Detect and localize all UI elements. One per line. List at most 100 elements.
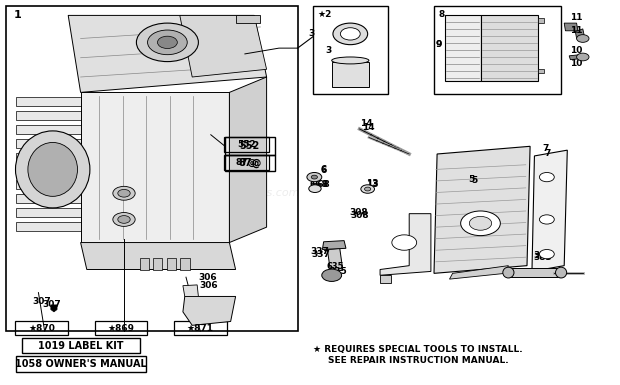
Circle shape (118, 216, 130, 223)
Text: 3: 3 (325, 45, 331, 55)
Polygon shape (16, 222, 90, 231)
Bar (22, 338, 140, 353)
Circle shape (333, 23, 368, 45)
Text: 337: 337 (310, 246, 329, 256)
Polygon shape (450, 266, 508, 279)
Text: 10: 10 (570, 59, 583, 68)
Circle shape (577, 53, 589, 61)
Bar (16, 356, 146, 372)
Circle shape (307, 172, 322, 182)
Text: 307: 307 (42, 300, 61, 309)
Circle shape (469, 216, 492, 230)
Circle shape (361, 185, 374, 193)
Text: 5: 5 (471, 176, 477, 186)
Text: 3: 3 (308, 29, 314, 38)
Polygon shape (16, 167, 90, 176)
Text: 87@: 87@ (238, 158, 262, 168)
Bar (94, 321, 148, 335)
Polygon shape (16, 125, 90, 134)
Circle shape (118, 189, 130, 197)
Text: 9: 9 (436, 40, 442, 49)
Text: 11: 11 (570, 13, 582, 22)
Circle shape (157, 36, 177, 49)
Text: 14: 14 (360, 119, 372, 129)
Text: ★ REQUIRES SPECIAL TOOLS TO INSTALL.: ★ REQUIRES SPECIAL TOOLS TO INSTALL. (313, 345, 523, 354)
Text: 308: 308 (350, 211, 369, 220)
Circle shape (539, 249, 554, 259)
Circle shape (461, 211, 500, 236)
Text: 13: 13 (366, 180, 378, 189)
Polygon shape (51, 305, 57, 312)
Polygon shape (153, 258, 162, 269)
Bar (224, 155, 269, 170)
Polygon shape (68, 15, 267, 92)
Text: 383: 383 (533, 251, 552, 260)
Polygon shape (532, 150, 567, 271)
Text: 1019 LABEL KIT: 1019 LABEL KIT (38, 341, 123, 351)
Circle shape (113, 186, 135, 200)
Polygon shape (322, 241, 346, 249)
Polygon shape (183, 285, 198, 296)
Text: 7: 7 (542, 144, 549, 154)
Bar (174, 321, 227, 335)
Polygon shape (236, 15, 260, 23)
Circle shape (148, 30, 187, 55)
Bar (225, 155, 275, 171)
Text: ReplacementParts.com: ReplacementParts.com (171, 187, 300, 198)
Text: 668: 668 (311, 180, 330, 189)
Text: ★871: ★871 (187, 323, 214, 333)
Bar (6, 6, 298, 331)
Ellipse shape (28, 142, 78, 196)
Text: 337: 337 (311, 249, 330, 259)
Text: 635: 635 (329, 267, 347, 276)
Text: ★2: ★2 (317, 10, 332, 19)
Circle shape (309, 185, 321, 192)
Text: 306: 306 (198, 273, 217, 283)
Text: 10: 10 (570, 45, 582, 55)
Polygon shape (16, 139, 90, 148)
Bar (434, 6, 561, 94)
Ellipse shape (556, 267, 567, 278)
Text: 87@: 87@ (236, 158, 257, 167)
Polygon shape (16, 97, 90, 106)
Ellipse shape (503, 267, 514, 278)
Text: ★869: ★869 (107, 323, 135, 333)
Text: 14: 14 (362, 122, 374, 132)
Circle shape (322, 269, 342, 281)
Text: 9: 9 (436, 40, 442, 49)
Polygon shape (140, 258, 149, 269)
Polygon shape (332, 62, 369, 87)
Text: 383: 383 (533, 253, 552, 263)
Polygon shape (538, 18, 544, 23)
Polygon shape (569, 55, 582, 60)
Polygon shape (183, 296, 236, 325)
Polygon shape (434, 146, 530, 273)
Polygon shape (508, 268, 561, 277)
Bar (224, 137, 269, 152)
Text: 668: 668 (310, 179, 329, 189)
Polygon shape (180, 258, 190, 269)
Text: 13: 13 (366, 179, 378, 188)
Text: 635: 635 (327, 262, 344, 271)
Polygon shape (16, 181, 90, 189)
Polygon shape (538, 69, 544, 73)
Polygon shape (81, 92, 229, 243)
Bar (445, 15, 480, 81)
Polygon shape (327, 248, 343, 271)
Text: 552: 552 (240, 141, 260, 151)
Circle shape (311, 175, 317, 179)
Circle shape (136, 23, 198, 62)
Text: 1: 1 (14, 10, 21, 20)
Polygon shape (81, 243, 236, 270)
Circle shape (340, 28, 360, 40)
Polygon shape (180, 15, 267, 77)
Text: 1058 OWNER'S MANUAL: 1058 OWNER'S MANUAL (15, 359, 146, 369)
Polygon shape (229, 77, 267, 243)
Polygon shape (380, 214, 431, 275)
Polygon shape (167, 258, 176, 269)
Polygon shape (16, 111, 90, 120)
Circle shape (365, 187, 371, 191)
Text: 7: 7 (544, 149, 551, 159)
Ellipse shape (16, 131, 90, 208)
Polygon shape (575, 29, 584, 38)
